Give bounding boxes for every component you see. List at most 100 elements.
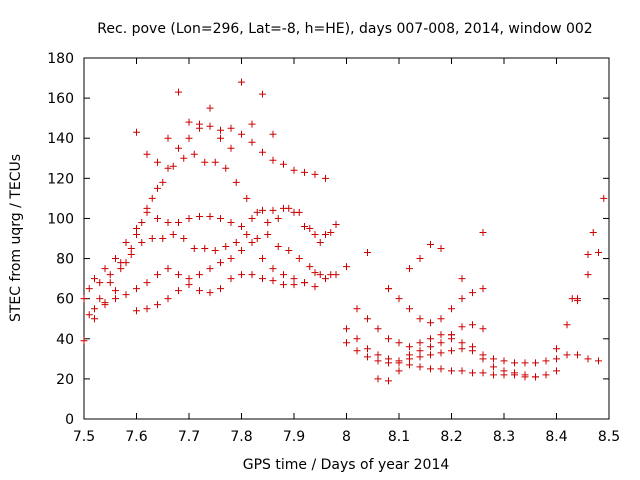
data-point-sat-e xyxy=(112,295,119,303)
data-point-sat-d xyxy=(253,235,261,242)
data-point-sat-d xyxy=(222,243,230,251)
data-point-sat-i xyxy=(385,359,392,367)
data-point-sat-k xyxy=(353,305,361,313)
data-point-sat-a xyxy=(227,124,235,132)
data-point-sat-c xyxy=(311,230,319,238)
data-point-sat-d xyxy=(201,245,209,253)
data-point-sat-j xyxy=(458,339,466,347)
data-point-sat-i xyxy=(364,353,371,361)
data-point-sat-e xyxy=(269,265,277,273)
data-point-sat-b xyxy=(117,265,125,273)
data-point-sat-k xyxy=(469,321,476,329)
data-point-sat-m xyxy=(595,249,602,257)
data-point-sat-n xyxy=(479,228,487,236)
data-point-sat-b xyxy=(211,158,219,166)
data-point-sat-f xyxy=(206,289,214,297)
data-point-sat-a xyxy=(133,230,140,238)
data-point-sat-h xyxy=(374,351,382,359)
data-point-sat-d xyxy=(127,251,135,259)
data-point-sat-e xyxy=(206,265,214,273)
data-point-sat-e xyxy=(133,285,140,293)
data-point-sat-g xyxy=(164,134,172,142)
data-point-sat-j xyxy=(469,343,476,351)
data-point-sat-c xyxy=(101,265,109,273)
data-point-sat-b xyxy=(85,311,93,319)
data-point-sat-f xyxy=(259,275,266,283)
data-point-sat-b xyxy=(264,218,272,226)
data-point-sat-c xyxy=(238,222,245,230)
data-point-sat-f xyxy=(133,307,140,315)
data-point-sat-h xyxy=(416,363,424,371)
data-point-sat-i xyxy=(521,359,529,367)
data-point-sat-b xyxy=(148,194,156,202)
data-point-sat-e xyxy=(164,265,172,273)
data-point-sat-d xyxy=(159,235,167,242)
data-point-sat-c xyxy=(269,206,277,214)
data-point-sat-m xyxy=(563,321,571,329)
data-point-sat-h xyxy=(458,367,466,375)
data-point-sat-h xyxy=(448,367,455,375)
data-point-sat-a xyxy=(259,148,266,156)
data-point-sat-g xyxy=(217,134,224,142)
x-tick-label: 8.2 xyxy=(440,429,462,445)
data-point-sat-k xyxy=(374,325,382,333)
data-point-sat-e xyxy=(238,247,245,255)
data-point-sat-i xyxy=(553,355,560,363)
data-point-sat-k xyxy=(364,315,371,323)
x-tick-label: 7.5 xyxy=(73,429,95,445)
data-point-sat-d xyxy=(138,239,146,247)
data-point-sat-i xyxy=(448,347,455,355)
data-point-sat-a xyxy=(280,160,287,168)
data-point-sat-a xyxy=(206,122,214,130)
data-point-sat-n xyxy=(448,331,455,339)
data-point-sat-e xyxy=(122,291,130,299)
data-point-sat-b xyxy=(201,158,209,166)
data-point-sat-h xyxy=(479,369,487,377)
y-tick-label: 100 xyxy=(47,211,74,227)
data-point-sat-c xyxy=(206,212,214,220)
data-point-sat-f xyxy=(290,281,298,289)
data-point-sat-a xyxy=(217,126,224,134)
data-point-sat-c xyxy=(290,208,298,216)
data-point-sat-n xyxy=(406,265,413,273)
x-tick-label: 8.1 xyxy=(388,429,410,445)
data-point-sat-c xyxy=(80,295,88,303)
data-point-sat-l xyxy=(469,289,476,297)
data-point-sat-d xyxy=(295,255,303,263)
data-point-sat-k xyxy=(385,335,392,343)
data-point-sat-e xyxy=(227,255,235,263)
data-point-sat-g xyxy=(248,120,256,128)
data-point-sat-n xyxy=(568,295,576,303)
data-point-sat-g xyxy=(238,78,245,86)
data-point-sat-h xyxy=(542,371,550,379)
data-point-sat-g xyxy=(133,128,140,136)
data-point-sat-c xyxy=(91,275,98,283)
data-point-sat-j xyxy=(374,375,382,383)
data-point-sat-j xyxy=(395,367,403,375)
data-point-sat-d xyxy=(211,247,219,255)
data-point-sat-c xyxy=(259,206,266,214)
data-point-sat-j xyxy=(521,371,529,379)
data-point-sat-c xyxy=(175,218,182,226)
data-point-sat-g xyxy=(175,88,182,96)
y-axis-label: STEC from uqrg / TECUs xyxy=(8,154,24,322)
data-point-sat-e xyxy=(332,271,340,279)
data-point-sat-k xyxy=(395,339,403,347)
data-point-sat-i xyxy=(343,339,350,347)
data-point-sat-h xyxy=(364,345,371,353)
data-point-sat-a xyxy=(332,220,340,228)
data-point-sat-d xyxy=(285,247,293,255)
y-tick-label: 40 xyxy=(56,332,74,348)
data-point-sat-i xyxy=(395,357,403,365)
data-points xyxy=(80,78,608,385)
y-tick-label: 180 xyxy=(47,51,74,67)
data-point-sat-e xyxy=(248,239,256,247)
data-point-sat-f xyxy=(185,281,193,289)
data-point-sat-d xyxy=(169,230,177,238)
y-tick-label: 140 xyxy=(47,131,74,147)
data-point-sat-c xyxy=(133,224,140,232)
data-point-sat-g xyxy=(196,124,203,132)
x-tick-label: 7.6 xyxy=(125,429,147,445)
data-point-sat-a xyxy=(290,166,298,174)
data-point-sat-h xyxy=(490,371,497,379)
